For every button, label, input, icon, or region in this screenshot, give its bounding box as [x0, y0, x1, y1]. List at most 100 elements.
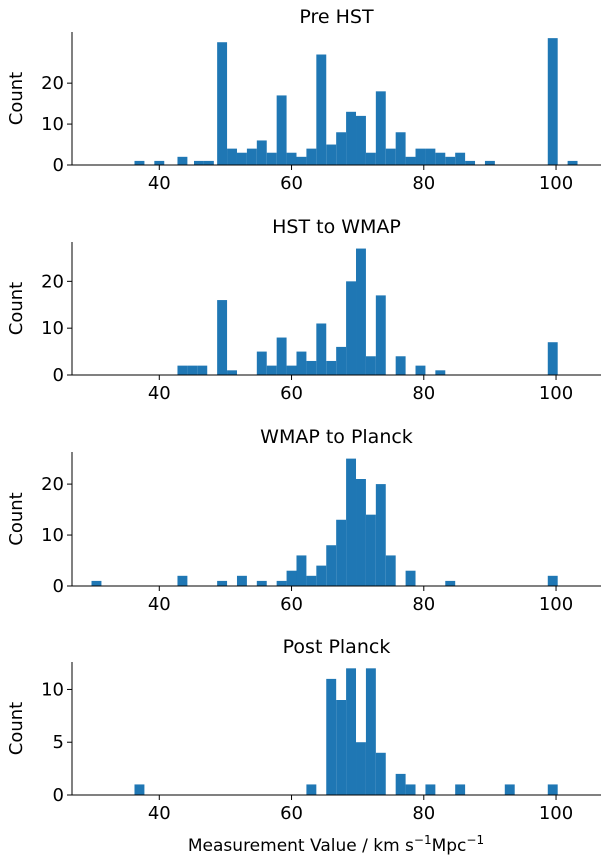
bar — [227, 370, 237, 375]
x-tick-label: 40 — [148, 383, 171, 404]
bar — [236, 575, 247, 586]
x-tick-label: 100 — [539, 803, 573, 824]
bar — [346, 458, 357, 586]
x-tick-label: 40 — [148, 594, 171, 615]
x-tick-label: 80 — [412, 173, 435, 194]
bar — [197, 365, 208, 375]
bar — [316, 565, 327, 586]
bar — [134, 784, 145, 795]
y-tick-label: 10 — [41, 679, 64, 700]
bar — [415, 148, 426, 165]
bar — [286, 365, 297, 375]
bar — [425, 148, 436, 165]
x-tick-label: 100 — [539, 383, 573, 404]
bar — [346, 111, 357, 165]
y-tick-label: 5 — [53, 732, 64, 753]
bar — [375, 91, 386, 165]
x-tick-label: 100 — [539, 173, 573, 194]
bar — [547, 784, 558, 795]
bar — [336, 519, 347, 586]
bar — [455, 152, 466, 165]
y-tick-label: 0 — [53, 785, 64, 806]
bar — [217, 580, 228, 586]
bar — [385, 148, 396, 165]
bar — [306, 784, 317, 795]
y-axis-label: Count — [6, 282, 27, 335]
bar — [296, 555, 307, 586]
panel-title: WMAP to Planck — [260, 426, 413, 448]
x-tick-label: 60 — [280, 173, 303, 194]
bar — [266, 365, 277, 375]
y-tick-label: 0 — [53, 155, 64, 176]
x-axis-label-mid: Mpc — [432, 836, 467, 856]
x-tick-label: 80 — [412, 383, 435, 404]
bar — [356, 479, 366, 586]
bar — [296, 156, 307, 165]
bar — [177, 365, 188, 375]
bar — [365, 514, 376, 586]
bar — [326, 360, 337, 375]
bar — [276, 95, 287, 165]
bar — [266, 152, 277, 165]
bar — [356, 742, 366, 795]
bar — [336, 700, 347, 795]
bar — [375, 484, 386, 586]
x-tick-label: 80 — [412, 803, 435, 824]
bar — [91, 580, 102, 586]
bar — [316, 323, 327, 375]
x-axis-label-main: Measurement Value / km s — [188, 836, 414, 856]
panel-1: 40 60 80 100 0 10 20 Pre HST Count — [6, 6, 601, 194]
bar — [306, 575, 317, 586]
bar — [435, 370, 446, 375]
y-axis-label: Count — [6, 72, 27, 125]
bar — [227, 148, 237, 165]
bar — [365, 152, 376, 165]
y-tick-label: 20 — [41, 271, 64, 292]
y-tick-label: 10 — [41, 525, 64, 546]
x-tick-label: 60 — [280, 594, 303, 615]
y-tick-label: 10 — [41, 318, 64, 339]
bar — [547, 38, 558, 165]
bar — [326, 144, 337, 165]
bar — [425, 784, 436, 795]
bar — [405, 156, 416, 165]
bar — [217, 42, 228, 166]
panel-title: HST to WMAP — [272, 216, 401, 238]
x-tick-label: 40 — [148, 803, 171, 824]
x-tick-label: 60 — [280, 803, 303, 824]
bar — [435, 152, 446, 165]
bar — [316, 54, 327, 166]
y-axis-label: Count — [6, 492, 27, 545]
bar — [395, 132, 406, 165]
bar — [346, 668, 357, 795]
y-tick-label: 10 — [41, 114, 64, 135]
bar — [385, 555, 396, 586]
bar — [346, 281, 357, 375]
y-tick-label: 20 — [41, 73, 64, 94]
bar — [296, 351, 307, 375]
bar — [547, 342, 558, 375]
bar — [256, 351, 267, 375]
x-axis-label: Measurement Value / km s−1Mpc−1 — [188, 833, 484, 856]
bar — [395, 356, 406, 375]
bar — [445, 156, 456, 165]
bar — [276, 337, 287, 375]
bar — [326, 678, 337, 795]
bar — [194, 160, 204, 165]
bar — [365, 668, 376, 795]
panel-4: 40 60 80 100 0 5 10 Post Planck Count — [6, 636, 601, 824]
bar — [256, 140, 267, 165]
bar — [504, 784, 515, 795]
bar — [236, 152, 247, 165]
y-tick-label: 0 — [53, 365, 64, 386]
bar — [484, 160, 495, 165]
y-tick-label: 20 — [41, 474, 64, 495]
bar — [336, 132, 347, 165]
bar — [405, 570, 416, 586]
x-axis-label-exp1: −1 — [414, 833, 432, 847]
bar — [547, 575, 558, 586]
bar — [405, 784, 416, 795]
bar — [154, 160, 165, 165]
x-tick-label: 100 — [539, 594, 573, 615]
